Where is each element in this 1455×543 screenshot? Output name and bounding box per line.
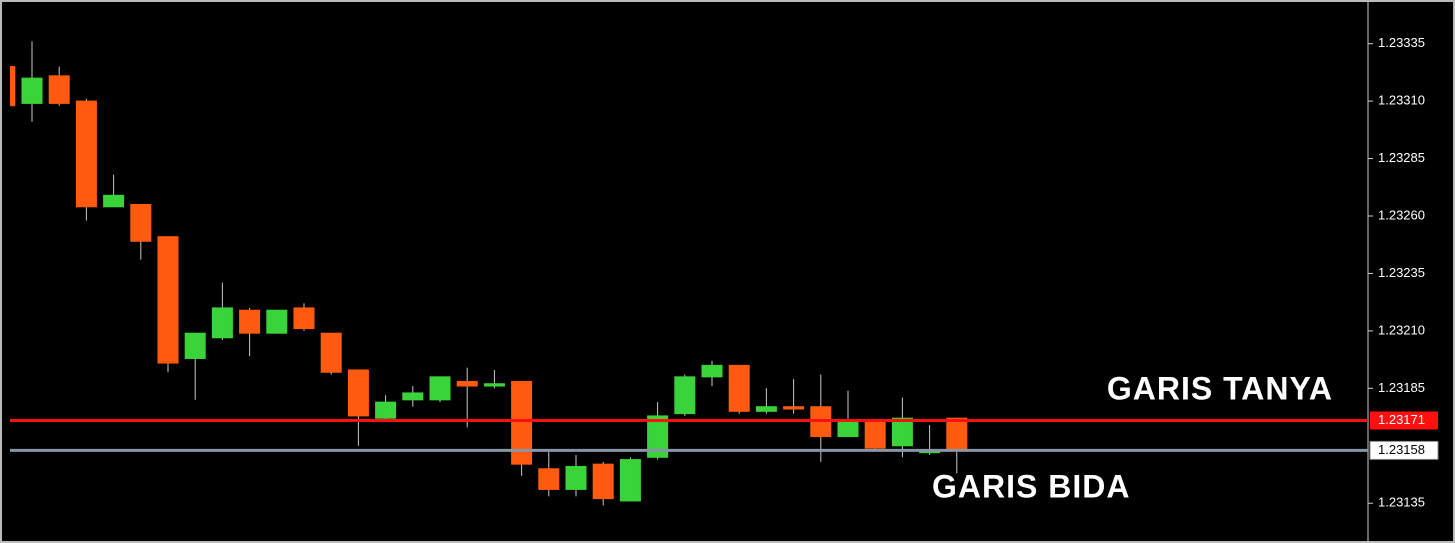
candle-body [130,204,152,242]
candle-body [456,380,478,387]
ask-price-label: 1.23171 [1378,412,1425,427]
y-tick-label: 1.23185 [1378,380,1425,395]
candle-body [647,415,669,458]
candle-body [293,307,315,330]
y-tick-label: 1.23310 [1378,93,1425,108]
candle-body [48,75,70,104]
candle-body [402,392,424,401]
candle-body [375,401,397,419]
candle-body [320,332,342,373]
y-tick-label: 1.23135 [1378,495,1425,510]
bid-price-label: 1.23158 [1378,442,1425,457]
candle-body [157,236,179,364]
candle-body [184,332,206,359]
bid-annotation: GARIS BIDA [932,468,1130,504]
plot-area [10,41,968,506]
y-tick-label: 1.23335 [1378,35,1425,50]
candle-body [946,417,968,451]
candle-body [347,369,369,417]
candle-body [239,309,261,334]
candle-body [783,406,805,410]
y-tick-label: 1.23210 [1378,322,1425,337]
candle-body [565,465,587,490]
ask-price-box [1370,411,1438,430]
candle-body [483,383,505,387]
candle-body [538,468,560,490]
y-tick-label: 1.23260 [1378,207,1425,222]
candle-body [837,420,859,438]
candle-body [211,307,233,339]
candle-body [75,100,97,208]
candle-body [674,376,696,415]
bid-price-box [1369,440,1439,460]
candle-body [21,77,43,104]
candle-body [429,376,451,401]
candle-body [511,380,533,465]
candle-body [728,364,750,412]
candle-body [864,420,886,449]
ask-annotation: GARIS TANYA [1107,370,1333,406]
candle-body [891,417,913,447]
candle-body [10,66,16,107]
candle-body [266,309,288,334]
candle-body [701,364,723,378]
candle-body [103,194,125,208]
candle-body [755,406,777,412]
y-tick-label: 1.23235 [1378,265,1425,280]
candle-body [592,463,614,500]
y-tick-label: 1.23285 [1378,150,1425,165]
candle-body [619,459,641,502]
